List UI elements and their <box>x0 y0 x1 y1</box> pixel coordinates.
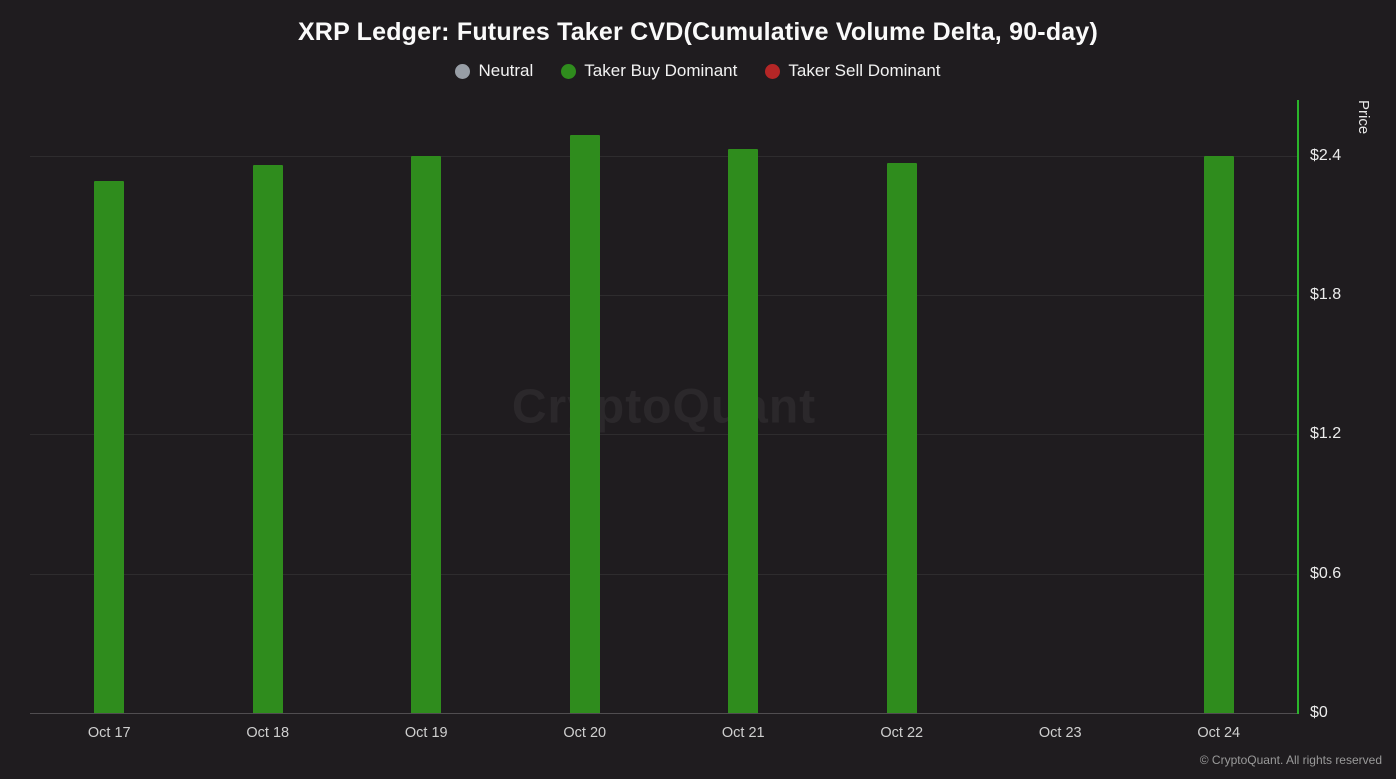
gridline <box>30 155 1298 157</box>
legend-dot-taker-buy <box>561 63 577 79</box>
y-axis-line <box>1297 100 1299 714</box>
y-tick-label: $2.4 <box>1310 146 1342 164</box>
legend-label-taker-buy: Taker Buy Dominant <box>584 61 738 80</box>
gridline <box>30 295 1298 297</box>
bar-oct-24[interactable] <box>1203 155 1234 713</box>
gridline <box>30 434 1298 436</box>
x-tick-label: Oct 23 <box>1038 725 1082 741</box>
legend-item-taker-sell-dominant[interactable]: Taker Sell Dominant <box>765 61 941 81</box>
y-tick-label: $1.8 <box>1310 286 1342 304</box>
bar-oct-19[interactable] <box>411 155 442 713</box>
x-tick-label: Oct 21 <box>721 725 765 741</box>
x-axis-line <box>30 713 1298 714</box>
legend-item-taker-buy-dominant[interactable]: Taker Buy Dominant <box>561 61 737 81</box>
x-tick-label: Oct 20 <box>563 725 607 741</box>
legend: Neutral Taker Buy Dominant Taker Sell Do… <box>0 61 1396 81</box>
bar-oct-21[interactable] <box>728 148 759 713</box>
x-tick-label: Oct 24 <box>1197 725 1241 741</box>
chart-title: XRP Ledger: Futures Taker CVD(Cumulative… <box>297 18 1099 46</box>
legend-dot-neutral <box>455 63 471 79</box>
legend-label-neutral: Neutral <box>478 61 534 80</box>
plot-area: CryptoQuant <box>30 100 1298 714</box>
legend-label-taker-sell: Taker Sell Dominant <box>788 61 941 80</box>
y-tick-label: $0 <box>1310 704 1328 721</box>
x-tick-label: Oct 17 <box>87 725 131 741</box>
x-tick-label: Oct 19 <box>404 725 448 741</box>
bar-oct-17[interactable] <box>94 181 125 713</box>
gridline <box>30 573 1298 575</box>
bar-oct-22[interactable] <box>886 162 917 713</box>
legend-dot-taker-sell <box>765 63 781 79</box>
copyright-text: © CryptoQuant. All rights reserved <box>1199 753 1382 767</box>
y-tick-label: $1.2 <box>1310 425 1342 443</box>
x-axis-labels: Oct 17 Oct 18 Oct 19 Oct 20 Oct 21 Oct 22 Oct … <box>30 725 1298 747</box>
bar-oct-18[interactable] <box>252 165 283 713</box>
x-tick-label: Oct 18 <box>246 725 290 741</box>
x-tick-label: Oct 22 <box>880 725 924 741</box>
y-axis-title: Price <box>1355 100 1372 135</box>
bar-oct-20[interactable] <box>569 134 600 713</box>
watermark: CryptoQuant <box>511 380 817 433</box>
y-tick-label: $0.6 <box>1310 564 1342 582</box>
legend-item-neutral[interactable]: Neutral <box>455 61 533 81</box>
